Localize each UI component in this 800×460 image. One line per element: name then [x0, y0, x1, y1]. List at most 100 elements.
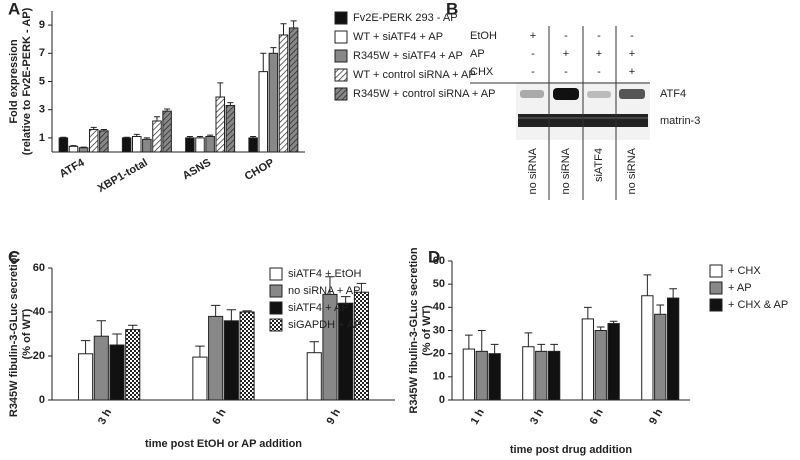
- legend-label: + CHX: [728, 265, 761, 277]
- bar: [462, 348, 476, 401]
- bar: [99, 130, 109, 153]
- y-axis-label: R345W fibulin-3-GLuc secretion: [8, 251, 20, 418]
- band-label: ATF4: [660, 88, 686, 100]
- legend-swatch: [709, 298, 723, 312]
- bar: [641, 295, 654, 401]
- condition-label: CHX: [470, 66, 494, 78]
- legend-swatch: [334, 68, 348, 82]
- bar: [152, 120, 162, 153]
- bar: [535, 350, 548, 401]
- y-tick-label: 3: [39, 104, 45, 116]
- bar: [306, 352, 322, 401]
- panel-label: D: [428, 247, 440, 266]
- bar: [223, 320, 239, 401]
- bar: [654, 313, 667, 401]
- x-tick-label: 6 h: [588, 407, 606, 427]
- band-label: matrin-3: [660, 115, 700, 127]
- error-bar: [537, 343, 546, 352]
- x-tick-label: ASNS: [181, 157, 213, 183]
- y-tick-label: 7: [39, 47, 45, 59]
- error-bar: [123, 136, 130, 138]
- legend-label: siATF4 + AP: [288, 302, 349, 314]
- condition-mark: +: [563, 48, 569, 60]
- legend-swatch: [334, 30, 348, 44]
- y-tick-label: 10: [433, 371, 445, 383]
- condition-mark: +: [596, 48, 602, 60]
- x-axis-label: time post EtOH or AP addition: [145, 438, 302, 450]
- y-axis-label: R345W fibulin-3-GLuc secretion: [408, 247, 420, 414]
- error-bar: [112, 333, 122, 345]
- y-tick-label: 20: [33, 350, 45, 362]
- bar: [594, 330, 607, 401]
- bar: [192, 356, 208, 401]
- y-tick-label: 40: [433, 301, 445, 313]
- condition-mark: +: [530, 30, 536, 42]
- bar: [547, 350, 561, 401]
- condition-mark: -: [564, 66, 568, 78]
- error-bar: [290, 20, 297, 28]
- bar: [68, 145, 79, 153]
- bar: [215, 96, 226, 153]
- lane-label: no siRNA: [626, 147, 638, 194]
- legend-swatch: [709, 264, 723, 278]
- x-tick-label: ATF4: [57, 156, 87, 180]
- bar: [581, 318, 595, 401]
- bar: [338, 302, 354, 401]
- condition-mark: -: [630, 30, 634, 42]
- bar: [607, 323, 620, 401]
- error-bar: [524, 332, 533, 347]
- x-tick-label: CHOP: [243, 157, 277, 183]
- y-tick-label: 9: [39, 19, 45, 31]
- band: [520, 90, 544, 98]
- error-bar: [583, 306, 592, 319]
- error-bar: [210, 304, 221, 317]
- condition-mark: -: [531, 48, 535, 60]
- x-tick-label: 6 h: [210, 407, 228, 427]
- bar: [258, 71, 269, 153]
- lane-label: no siRNA: [527, 147, 539, 194]
- error-bar: [669, 288, 678, 299]
- panel-label: B: [446, 0, 458, 18]
- western-blot: B EtOH + - - - AP - + + + CHX - - - + ATF4 matrin-3 no siR…: [446, 0, 700, 200]
- error-bar: [242, 310, 252, 312]
- lane-label: no siRNA: [560, 147, 572, 194]
- error-bar: [60, 136, 67, 138]
- y-tick-label: 5: [39, 75, 45, 87]
- bar: [278, 34, 289, 153]
- band: [587, 91, 611, 98]
- error-bar: [356, 282, 367, 293]
- condition-label: AP: [470, 48, 485, 60]
- error-bar: [609, 320, 618, 324]
- y-axis-label: Fold expression: [8, 39, 20, 124]
- condition-mark: +: [629, 66, 635, 78]
- error-bar: [227, 102, 234, 106]
- x-tick-label: XBP1-total: [96, 157, 150, 195]
- error-bar: [596, 326, 605, 331]
- condition-mark: -: [531, 66, 535, 78]
- bar: [666, 297, 680, 401]
- error-bar: [550, 343, 559, 352]
- bar: [131, 135, 142, 153]
- error-bar: [280, 23, 287, 35]
- y-axis-label: (relative to Fv2E-PERK - AP): [21, 7, 33, 155]
- y-tick-label: 40: [33, 306, 45, 318]
- error-bar: [143, 137, 150, 140]
- condition-mark: -: [564, 30, 568, 42]
- bar: [78, 353, 94, 401]
- bar: [522, 346, 535, 401]
- legend-swatch: [709, 281, 723, 295]
- bar: [488, 353, 501, 401]
- x-tick-label: 3 h: [528, 407, 546, 427]
- legend-swatch: [334, 87, 348, 101]
- panel-label: A: [8, 0, 20, 18]
- band: [553, 88, 579, 100]
- y-tick-label: 30: [433, 324, 445, 336]
- error-bar: [250, 135, 257, 138]
- y-tick-label: 1: [39, 132, 45, 144]
- error-bar: [309, 341, 319, 353]
- condition-label: EtOH: [470, 30, 497, 42]
- bar: [162, 110, 172, 153]
- error-bar: [196, 135, 204, 138]
- legend-swatch: [269, 267, 283, 281]
